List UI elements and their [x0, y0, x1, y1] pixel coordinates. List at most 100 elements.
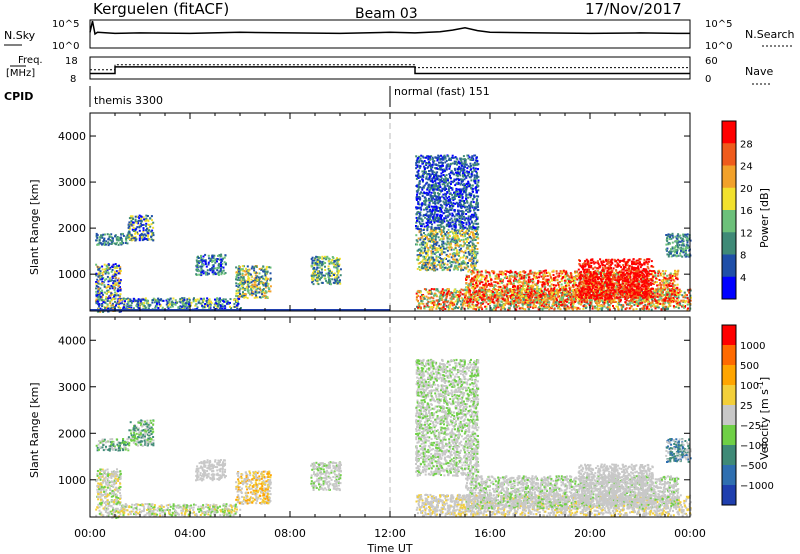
scatter-cell — [459, 300, 462, 303]
scatter-cell — [153, 301, 156, 304]
scatter-cell — [140, 234, 142, 236]
scatter-cell — [136, 303, 139, 306]
scatter-cell — [103, 268, 106, 271]
scatter-cell — [643, 306, 645, 308]
scatter-cell — [330, 272, 333, 275]
scatter-cell — [449, 253, 452, 256]
scatter-cell — [200, 297, 203, 300]
scatter-cell — [224, 254, 227, 257]
scatter-cell — [423, 173, 426, 176]
scatter-cell — [426, 251, 429, 254]
scatter-cell — [101, 271, 104, 274]
scatter-cell — [448, 218, 451, 221]
scatter-cell — [120, 236, 122, 239]
scatter-cell — [435, 207, 438, 210]
scatter-cell — [452, 260, 455, 263]
scatter-cell — [421, 180, 424, 183]
scatter-cell — [431, 166, 434, 169]
scatter-cell — [312, 267, 315, 270]
scatter-cell — [471, 187, 474, 190]
scatter-cell — [244, 296, 247, 298]
scatter-cell — [429, 266, 431, 269]
scatter-cell — [416, 225, 419, 228]
scatter-cell — [456, 190, 459, 193]
scatter-cell — [221, 270, 224, 273]
scatter-cell — [119, 307, 122, 309]
scatter-cell — [127, 226, 130, 229]
scatter-cell — [431, 264, 434, 267]
scatter-cell — [457, 182, 460, 185]
scatter-cell — [111, 293, 114, 296]
scatter-cell — [203, 306, 206, 309]
scatter-cell — [113, 270, 116, 273]
scatter-cell — [429, 180, 432, 182]
scatter-cell — [431, 223, 433, 226]
scatter-cell — [445, 160, 448, 162]
scatter-cell — [451, 154, 454, 157]
scatter-cell — [463, 262, 466, 265]
scatter-cell — [436, 224, 439, 227]
scatter-cell — [440, 264, 443, 266]
scatter-cell — [477, 181, 480, 184]
scatter-cell — [213, 303, 216, 306]
scatter-cell — [265, 276, 268, 279]
scatter-cell — [416, 191, 419, 194]
scatter-cell — [265, 291, 268, 294]
scatter-cell — [454, 254, 457, 257]
scatter-cell — [444, 242, 447, 245]
scatter-cell — [418, 217, 421, 220]
scatter-cell — [111, 302, 114, 305]
frequency-frame — [89, 56, 691, 80]
scatter-cell — [445, 174, 448, 177]
scatter-cell — [311, 256, 314, 259]
scatter-cell — [451, 187, 454, 190]
scatter-cell — [446, 288, 449, 290]
scatter-cell — [432, 266, 435, 269]
scatter-cell — [461, 172, 464, 175]
scatter-cell — [332, 257, 335, 260]
scatter-cell — [261, 281, 264, 284]
scatter-cell — [457, 160, 460, 163]
scatter-cell — [139, 303, 142, 306]
scatter-cell — [98, 293, 101, 296]
scatter-cell — [477, 175, 480, 178]
scatter-cell — [427, 248, 430, 251]
scatter-cell — [97, 266, 100, 269]
scatter-cell — [137, 298, 140, 301]
scatter-cell — [202, 255, 205, 258]
scatter-cell — [196, 260, 199, 263]
scatter-cell — [427, 263, 430, 266]
scatter-cell — [417, 197, 420, 200]
scatter-cell — [458, 213, 461, 216]
scatter-cell — [430, 184, 432, 187]
scatter-cell — [235, 274, 238, 277]
scatter-cell — [475, 222, 478, 225]
scatter-cell — [471, 242, 474, 245]
scatter-cell — [157, 297, 160, 300]
scatter-cell — [430, 212, 433, 214]
scatter-cell — [447, 260, 449, 263]
scatter-cell — [435, 213, 438, 216]
scatter-cell — [100, 236, 102, 239]
scatter-cell — [416, 171, 419, 174]
scatter-cell — [473, 307, 476, 310]
scatter-cell — [200, 255, 203, 258]
scatter-cell — [424, 267, 427, 270]
scatter-cell — [423, 288, 426, 291]
scatter-cell — [427, 156, 430, 159]
scatter-cell — [316, 256, 319, 258]
scatter-cell — [458, 293, 461, 296]
scatter-cell — [431, 210, 434, 213]
scatter-cell — [432, 201, 435, 204]
scatter-cell — [174, 299, 177, 302]
scatter-cell — [462, 251, 465, 254]
scatter-cell — [329, 270, 331, 272]
scatter-cell — [453, 248, 455, 251]
scatter-cell — [463, 158, 466, 161]
scatter-cell — [437, 236, 440, 239]
scatter-cell — [422, 179, 424, 182]
scatter-cell — [182, 303, 185, 306]
scatter-cell — [265, 295, 268, 298]
scatter-cell — [466, 154, 469, 157]
scatter-cell — [435, 243, 438, 246]
